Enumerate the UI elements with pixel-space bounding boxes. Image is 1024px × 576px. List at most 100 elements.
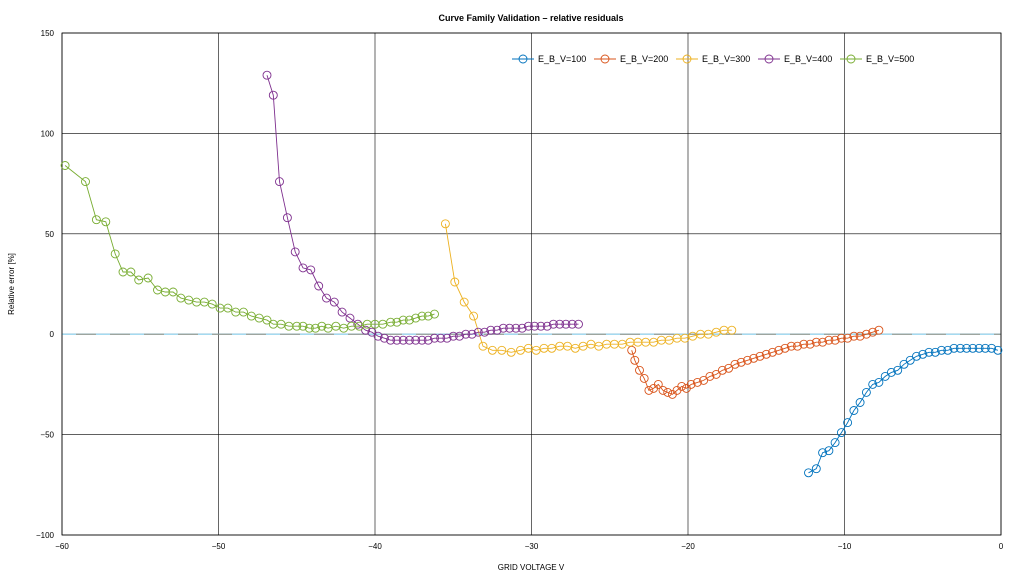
data-point [101, 217, 111, 227]
data-point [480, 327, 490, 337]
data-point [459, 297, 469, 307]
legend-label: E_B_V=300 [702, 54, 750, 64]
data-point [824, 446, 834, 456]
data-point [639, 373, 649, 383]
data-point [292, 321, 302, 331]
data-point [207, 299, 217, 309]
legend-label: E_B_V=100 [538, 54, 586, 64]
data-point [968, 343, 978, 353]
data-point [912, 351, 921, 361]
legend-item: E_B_V=300 [676, 54, 750, 64]
y-tick-label: 100 [41, 129, 55, 138]
data-point [411, 313, 421, 323]
data-point [536, 321, 546, 331]
data-point [686, 379, 696, 389]
data-point [937, 345, 946, 355]
data-point [849, 331, 859, 341]
data-point [314, 281, 324, 291]
data-point [337, 307, 347, 317]
x-tick-label: −30 [525, 542, 539, 551]
data-point [793, 341, 802, 351]
data-point [469, 311, 479, 321]
data-point [724, 363, 734, 373]
series-line [808, 347, 999, 474]
series-line [266, 75, 579, 341]
data-point [836, 333, 846, 343]
data-point [836, 428, 846, 438]
data-point [523, 321, 533, 331]
legend-item: E_B_V=100 [512, 54, 586, 64]
data-point [392, 317, 402, 327]
x-tick-label: −60 [55, 542, 69, 551]
data-point [417, 335, 427, 345]
data-point [930, 347, 940, 357]
data-point [492, 325, 502, 335]
data-point [824, 335, 834, 345]
series-3 [440, 219, 737, 357]
y-tick-label: 50 [45, 230, 54, 239]
data-point [392, 335, 402, 345]
data-point [861, 387, 871, 397]
legend-marker [846, 54, 856, 64]
data-point [223, 303, 233, 313]
data-point [417, 311, 427, 321]
x-tick-label: −50 [212, 542, 226, 551]
x-tick-label: −20 [681, 542, 695, 551]
data-point [736, 357, 746, 367]
legend-label: E_B_V=400 [784, 54, 832, 64]
data-point [134, 275, 144, 285]
data-point [974, 343, 984, 353]
x-tick-label: 0 [999, 542, 1004, 551]
data-point [478, 341, 488, 351]
chart-title: Curve Family Validation – relative resid… [438, 13, 623, 23]
data-point [855, 398, 865, 407]
data-point [855, 331, 865, 341]
y-tick-label: 150 [41, 29, 55, 38]
data-point [843, 418, 853, 428]
x-axis-label: GRID VOLTAGE V [498, 563, 565, 572]
data-point [868, 379, 878, 389]
legend: E_B_V=100 E_B_V=200 E_B_V=300 E_B_V=400 E_B_… [512, 54, 914, 64]
y-axis-label: Relative error [%] [7, 253, 16, 315]
data-point [311, 323, 320, 333]
data-point [804, 468, 813, 478]
data-point [749, 353, 759, 363]
data-point [893, 365, 903, 375]
x-tick-label: −10 [838, 542, 852, 551]
data-point [304, 323, 314, 333]
data-point [663, 387, 673, 397]
data-point [899, 359, 909, 369]
data-point [635, 365, 644, 375]
data-point [658, 385, 668, 395]
legend-label: E_B_V=200 [620, 54, 668, 64]
data-point [329, 297, 339, 307]
data-point [818, 448, 828, 458]
data-point [561, 319, 571, 329]
data-point [574, 319, 583, 329]
data-point [755, 351, 765, 361]
series-layer [60, 70, 1003, 478]
data-point [461, 329, 471, 339]
data-point [805, 339, 815, 349]
data-point [705, 371, 715, 381]
data-point [440, 219, 450, 229]
legend-item: E_B_V=400 [758, 54, 832, 64]
data-point [436, 333, 446, 343]
data-point [423, 311, 433, 321]
data-point [442, 333, 452, 343]
data-point [630, 355, 640, 365]
legend-item: E_B_V=200 [594, 54, 668, 64]
data-point [268, 90, 278, 100]
data-point [949, 343, 959, 353]
data-point [830, 335, 840, 345]
data-point [849, 406, 859, 415]
data-point [811, 464, 821, 474]
data-point [843, 333, 853, 343]
data-point [404, 335, 414, 345]
data-point [780, 343, 790, 353]
data-point [487, 345, 497, 355]
data-point [317, 321, 327, 331]
